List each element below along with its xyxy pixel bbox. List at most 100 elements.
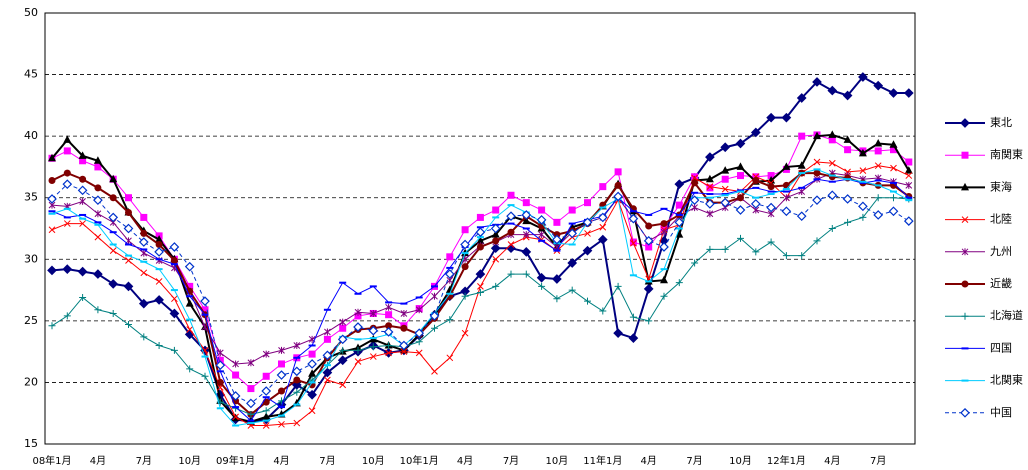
marker (614, 282, 622, 290)
marker (108, 279, 119, 289)
series (47, 72, 914, 427)
marker (170, 346, 178, 354)
marker (844, 146, 852, 154)
marker (522, 231, 530, 239)
marker (706, 184, 714, 192)
marker (903, 216, 914, 226)
marker (461, 226, 469, 234)
marker (507, 270, 515, 278)
x-tick-label: 4月 (90, 455, 106, 467)
marker (461, 263, 469, 271)
marker (874, 194, 882, 202)
marker (293, 419, 301, 427)
marker (737, 172, 744, 180)
marker (93, 156, 102, 164)
marker (262, 407, 270, 415)
marker (48, 176, 56, 184)
marker (138, 298, 149, 309)
x-tick-label: 10月 (178, 455, 201, 467)
marker (140, 213, 148, 221)
marker (262, 412, 271, 420)
marker (812, 195, 822, 206)
marker (109, 174, 118, 183)
marker (77, 185, 88, 196)
marker (247, 385, 255, 393)
marker (507, 228, 515, 236)
marker (444, 269, 455, 279)
marker (828, 159, 836, 167)
marker (475, 269, 486, 279)
marker (552, 274, 562, 284)
marker (415, 338, 423, 346)
marker (735, 138, 746, 149)
marker (278, 387, 285, 395)
marker (94, 184, 102, 192)
x-tick-label: 4月 (273, 455, 289, 467)
marker (476, 236, 485, 244)
marker (354, 346, 362, 354)
marker (827, 85, 838, 96)
marker (400, 309, 408, 317)
marker (691, 204, 698, 212)
marker (339, 346, 347, 354)
marker (48, 153, 56, 162)
marker (186, 326, 194, 333)
marker (798, 188, 806, 196)
marker (94, 233, 102, 241)
marker (781, 206, 792, 217)
marker (553, 218, 561, 226)
x-tick-label: 4月 (641, 455, 657, 467)
marker (630, 239, 637, 247)
marker (582, 217, 593, 228)
marker (599, 223, 607, 231)
marker (797, 161, 806, 169)
marker (415, 306, 423, 314)
series (48, 131, 913, 393)
marker (675, 279, 683, 287)
marker (446, 253, 454, 261)
x-tick-label: 10月 (362, 455, 385, 467)
marker (385, 349, 392, 357)
marker (643, 283, 654, 294)
marker (308, 369, 317, 377)
legend-label: 北海道 (990, 308, 1023, 322)
legend-label: 四国 (990, 341, 1012, 354)
marker (628, 333, 639, 343)
marker (431, 367, 438, 375)
plot-frame (44, 12, 916, 445)
marker (567, 228, 578, 239)
y-tick-label: 15 (24, 437, 38, 450)
marker (492, 255, 500, 263)
marker (675, 201, 683, 209)
marker (858, 72, 868, 82)
marker (276, 370, 287, 380)
marker (721, 166, 730, 174)
y-tick-label: 50 (24, 6, 38, 19)
marker (155, 235, 164, 243)
marker (79, 197, 86, 205)
marker (63, 135, 72, 143)
marker (201, 306, 209, 314)
x-tick-label: 12年1月 (767, 454, 806, 467)
marker (766, 202, 776, 213)
x-tick-label: 09年1月 (216, 454, 255, 467)
marker (63, 312, 71, 320)
marker (706, 210, 714, 218)
marker (905, 181, 913, 189)
marker (125, 257, 132, 264)
marker (689, 195, 700, 206)
marker (521, 210, 532, 220)
marker (506, 211, 516, 222)
marker (643, 235, 654, 246)
marker (154, 247, 164, 257)
marker (109, 309, 117, 317)
marker (291, 366, 302, 377)
marker (536, 215, 547, 225)
x-tick-label: 7月 (503, 455, 519, 467)
marker (79, 175, 87, 183)
marker (705, 174, 714, 183)
marker (706, 183, 714, 190)
marker (706, 245, 714, 253)
marker (960, 407, 970, 418)
